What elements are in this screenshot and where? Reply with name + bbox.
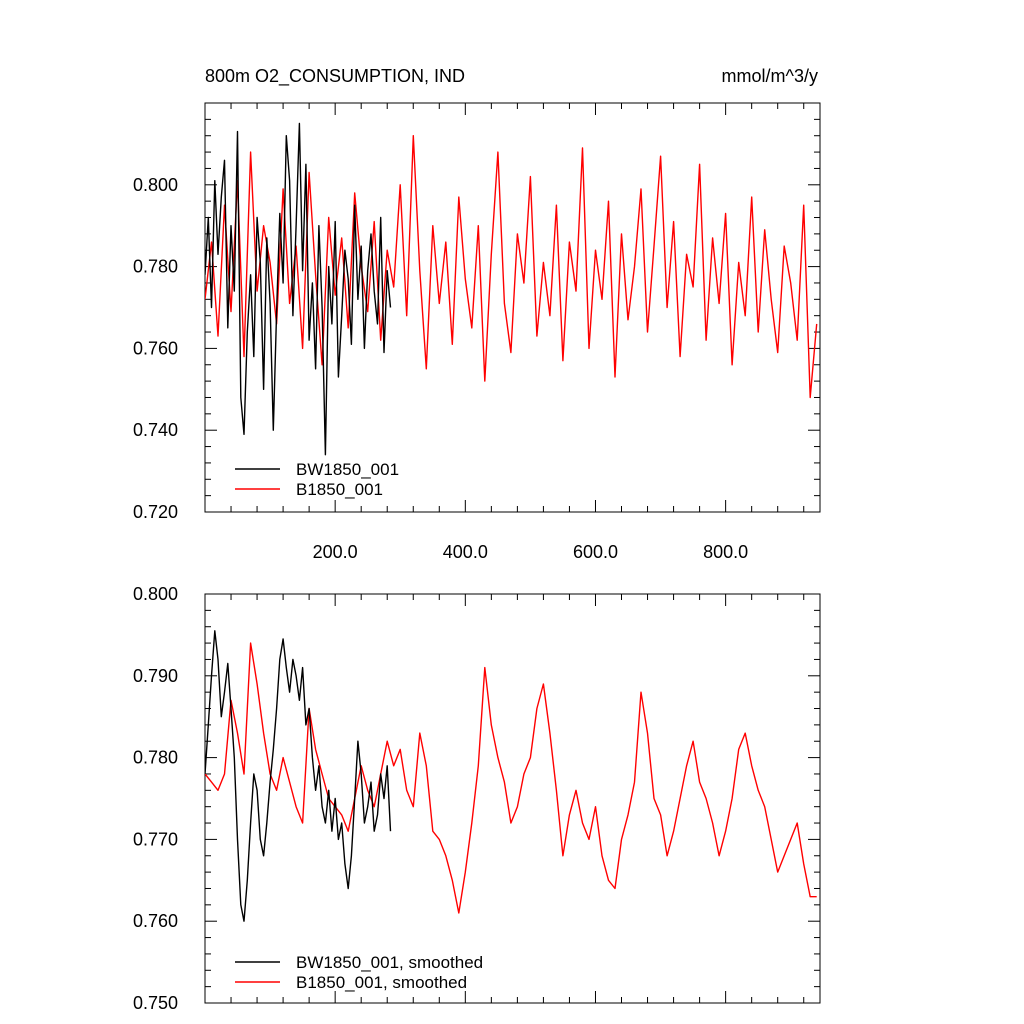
legend-label: BW1850_001 xyxy=(296,460,399,479)
x-tick-label: 600.0 xyxy=(573,542,618,562)
y-tick-label: 0.780 xyxy=(133,257,178,277)
series-line-bw1850 xyxy=(205,630,392,922)
legend-label: B1850_001 xyxy=(296,480,383,499)
y-tick-label: 0.770 xyxy=(133,829,178,849)
x-tick-label: 400.0 xyxy=(443,542,488,562)
x-tick-label: 200.0 xyxy=(313,542,358,562)
y-tick-label: 0.740 xyxy=(133,420,178,440)
y-tick-label: 0.750 xyxy=(133,993,178,1013)
y-tick-label: 0.760 xyxy=(133,911,178,931)
plot-frame xyxy=(204,102,821,513)
legend-label: BW1850_001, smoothed xyxy=(296,953,483,972)
series-line-b1850 xyxy=(205,642,817,914)
series-line-bw1850 xyxy=(205,122,392,456)
bottom-panel: 0.750 0.760 0.770 0.780 0.790 0.800 BW1850_001… xyxy=(133,584,821,1013)
y-tick-label: 0.760 xyxy=(133,338,178,358)
figure-units: mmol/m^3/y xyxy=(722,66,818,86)
y-tick-label: 0.780 xyxy=(133,748,178,768)
plot-frame xyxy=(204,593,821,1004)
y-tick-label: 0.720 xyxy=(133,502,178,522)
x-tick-label: 800.0 xyxy=(703,542,748,562)
y-tick-label: 0.800 xyxy=(133,175,178,195)
top-panel: 0.720 0.740 0.760 0.780 0.800 200.0 400.0 600.0… xyxy=(133,102,821,562)
series-line-b1850 xyxy=(205,134,818,399)
legend-label: B1850_001, smoothed xyxy=(296,973,467,992)
y-tick-label: 0.800 xyxy=(133,584,178,604)
y-tick-label: 0.790 xyxy=(133,666,178,686)
figure-title: 800m O2_CONSUMPTION, IND xyxy=(205,66,465,87)
